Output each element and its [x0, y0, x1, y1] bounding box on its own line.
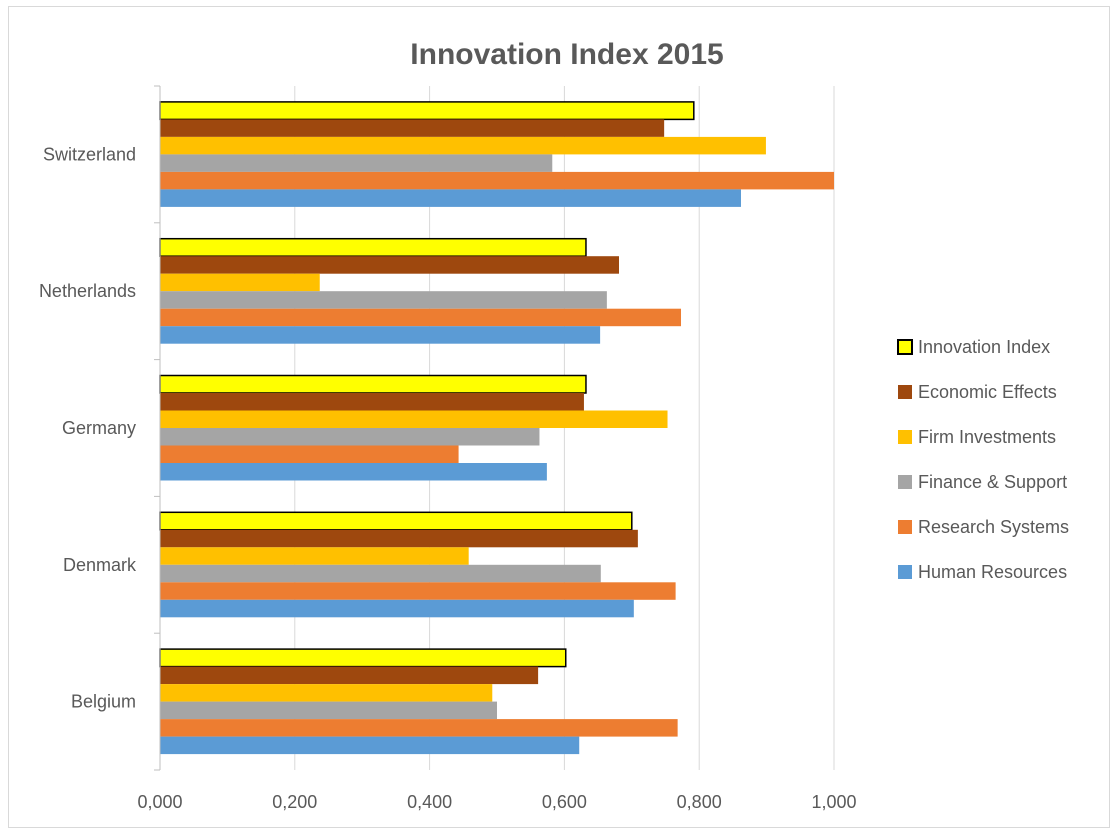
- category-label: Netherlands: [39, 281, 136, 301]
- legend-swatch: [898, 385, 912, 399]
- legend-swatch: [898, 430, 912, 444]
- bars: [159, 101, 834, 755]
- bar: [160, 154, 553, 172]
- bar: [159, 237, 587, 257]
- legend-swatch: [897, 339, 913, 355]
- bar: [160, 529, 638, 548]
- x-tick-label: 0,200: [272, 792, 317, 812]
- x-tick-label: 0,400: [407, 792, 452, 812]
- bar: [160, 428, 540, 446]
- bar: [160, 719, 678, 737]
- x-tick-label: 0,000: [137, 792, 182, 812]
- category-label: Denmark: [63, 555, 137, 575]
- x-tick-label: 1,000: [811, 792, 856, 812]
- legend-label: Finance & Support: [918, 472, 1067, 492]
- category-label: Switzerland: [43, 144, 136, 164]
- bar: [159, 101, 695, 121]
- legend: Innovation Index Economic Effects Firm Inv…: [897, 337, 1069, 582]
- bar: [160, 684, 493, 702]
- bar: [160, 445, 459, 463]
- bar: [160, 308, 682, 327]
- bar: [160, 666, 539, 685]
- bar: [160, 410, 668, 428]
- bar: [159, 648, 567, 668]
- x-tick-label: 0,600: [542, 792, 587, 812]
- bar: [160, 564, 601, 583]
- legend-swatch: [898, 520, 912, 534]
- tick-labels: 0,000 0,200 0,400 0,600 0,800 1,000: [137, 792, 856, 812]
- bar: [160, 136, 766, 155]
- category-label: Germany: [62, 418, 136, 438]
- legend-label: Firm Investments: [918, 427, 1056, 447]
- legend-swatch: [898, 475, 912, 489]
- bar: [160, 393, 584, 411]
- bar: [160, 701, 497, 720]
- bar: [160, 171, 834, 190]
- chart-title: Innovation Index 2015: [410, 38, 723, 71]
- bar: [160, 582, 676, 600]
- x-tick-label: 0,800: [677, 792, 722, 812]
- legend-label: Economic Effects: [918, 382, 1057, 402]
- legend-label: Research Systems: [918, 517, 1069, 537]
- bar: [160, 189, 741, 207]
- bar: [160, 291, 607, 309]
- category-labels: Switzerland Netherlands Germany Denmark Belg…: [39, 144, 137, 711]
- bar: [160, 119, 665, 137]
- bar: [159, 374, 587, 394]
- bar: [160, 326, 601, 344]
- legend-swatch: [898, 565, 912, 579]
- bar: [160, 599, 634, 618]
- bar: [160, 273, 320, 292]
- category-label: Belgium: [71, 692, 136, 712]
- bar: [160, 256, 619, 274]
- bar: [160, 547, 469, 565]
- bar: [159, 511, 633, 531]
- legend-label: Innovation Index: [918, 337, 1050, 357]
- axes: [154, 85, 161, 771]
- bar: [160, 736, 580, 755]
- bar: [160, 463, 547, 481]
- legend-label: Human Resources: [918, 562, 1067, 582]
